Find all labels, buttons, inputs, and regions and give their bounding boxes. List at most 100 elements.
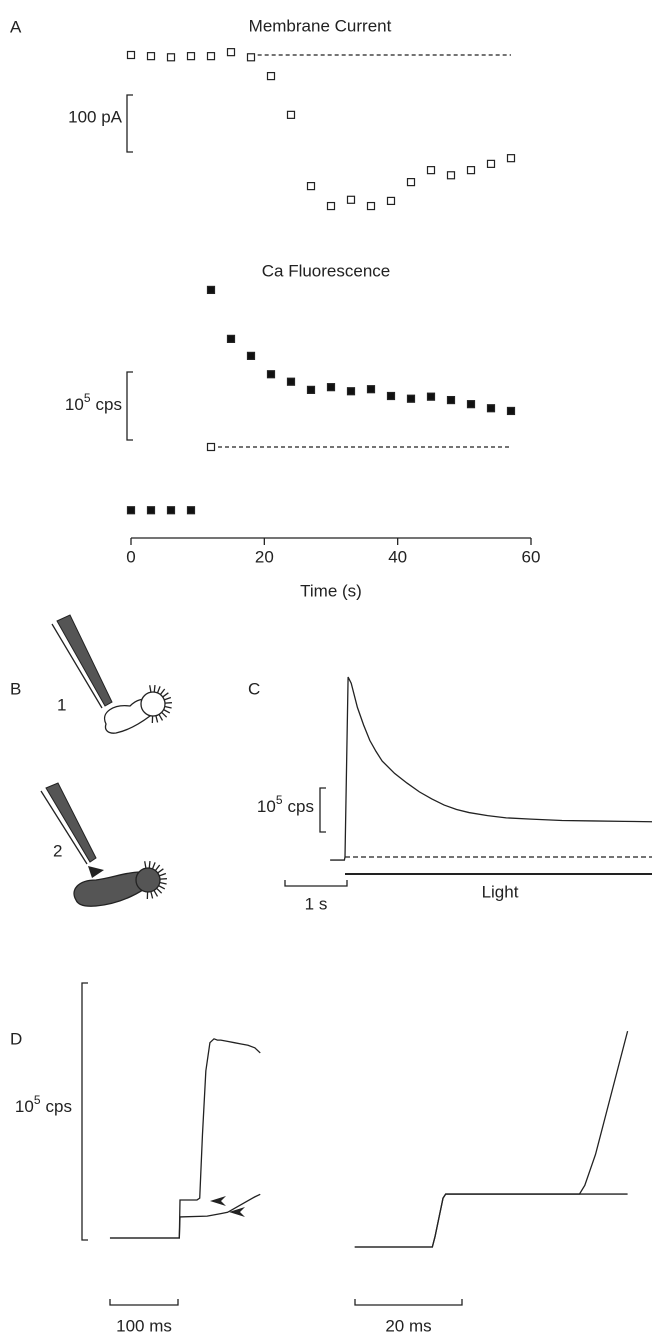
scale-bar-label-unit: cps <box>46 1097 72 1116</box>
cell-head <box>140 691 166 717</box>
scale-bar-label-exp: 5 <box>84 391 91 405</box>
data-point <box>146 506 156 515</box>
data-point <box>326 201 336 211</box>
cell-spike <box>159 872 167 877</box>
pipette-wall <box>51 623 103 709</box>
data-point <box>366 201 376 211</box>
data-point <box>466 166 476 175</box>
cell-spike <box>155 715 159 723</box>
data-point <box>326 383 336 392</box>
cell-spike <box>162 692 169 698</box>
data-point <box>466 400 476 409</box>
data-point <box>266 370 276 379</box>
scale-bar-label-unit: cps <box>288 797 314 816</box>
data-point <box>166 506 176 515</box>
cell-spike <box>159 881 167 885</box>
data-point <box>386 391 396 401</box>
arrowhead <box>210 1196 226 1206</box>
pipette <box>45 782 97 863</box>
data-point <box>426 166 436 175</box>
scale-bar-label: 100 pA <box>68 107 123 126</box>
data-point <box>446 395 456 405</box>
panel-label: C <box>248 679 260 698</box>
cell-spike <box>153 685 156 693</box>
data-point <box>346 195 356 204</box>
x-tick-label: 20 <box>255 547 274 566</box>
cell-spike <box>157 868 164 874</box>
scale-bar <box>126 371 133 441</box>
cell-spike <box>158 885 166 890</box>
cell-spike <box>149 685 152 693</box>
cell-spike <box>164 696 172 701</box>
scale-bar <box>319 787 326 833</box>
scale-bar-label-exp: 5 <box>34 1093 41 1107</box>
cell-spike <box>161 711 168 718</box>
stimulus-label: Light <box>482 882 519 901</box>
panel-b-drawing <box>40 614 166 907</box>
data-point <box>146 52 156 61</box>
data-point <box>446 171 456 180</box>
scale-bar-label-base: 10 <box>257 797 276 816</box>
data-point <box>286 110 296 119</box>
data-point <box>266 71 276 81</box>
scale-bar-label-unit: cps <box>96 395 122 414</box>
scale-bar <box>284 880 348 887</box>
data-point <box>306 182 316 191</box>
data-point <box>246 53 256 62</box>
data-point <box>286 377 296 386</box>
scale-bar <box>109 1299 179 1306</box>
series-title: Ca Fluorescence <box>262 261 391 280</box>
step-label: 1 <box>57 695 66 714</box>
trace <box>354 1193 628 1248</box>
trace <box>109 1038 261 1239</box>
cell-spike <box>156 686 161 694</box>
scale-bar <box>81 982 88 1241</box>
cell-spike <box>151 862 156 870</box>
series-title: Membrane Current <box>249 16 392 35</box>
data-point <box>406 394 416 403</box>
data-point <box>126 506 136 515</box>
data-point <box>506 406 516 416</box>
scale-bar-label: 105 cps <box>257 793 314 816</box>
panel-label: A <box>10 17 22 36</box>
cell-head <box>135 867 161 893</box>
cell-spike <box>150 891 154 899</box>
arrowhead <box>88 866 104 878</box>
scale-bar-label: 105 cps <box>65 391 122 414</box>
cell-spike <box>144 861 147 869</box>
pipette <box>56 614 113 707</box>
scale-bar-label: 100 ms <box>116 1316 172 1335</box>
cell-spike <box>159 688 166 695</box>
data-point <box>186 506 196 515</box>
data-point <box>206 285 216 295</box>
cell-spike <box>154 864 161 871</box>
data-point <box>186 52 196 61</box>
scale-bar-label: 20 ms <box>385 1316 431 1335</box>
cell-spike <box>164 705 172 709</box>
data-point <box>366 385 376 394</box>
data-point <box>486 404 496 413</box>
x-axis-label: Time (s) <box>300 581 362 600</box>
cell-spike <box>163 709 171 714</box>
trace <box>109 1193 261 1239</box>
trace <box>330 676 652 861</box>
cell-spike <box>148 861 151 869</box>
cell-spike <box>158 714 164 721</box>
data-point <box>306 385 316 394</box>
data-point <box>386 196 396 206</box>
data-point <box>206 52 216 61</box>
cell-spike <box>153 890 159 897</box>
scale-bar-label-exp: 5 <box>276 793 283 807</box>
x-tick-label: 40 <box>388 547 407 566</box>
panel-label: B <box>10 679 21 698</box>
x-tick-label: 0 <box>126 547 135 566</box>
data-point <box>246 351 256 360</box>
scale-bar <box>354 1299 463 1306</box>
scale-bar-label: 1 s <box>305 894 328 913</box>
data-point <box>426 392 436 401</box>
data-point <box>506 154 516 163</box>
step-label: 2 <box>53 841 62 860</box>
scale-bar-label-base: 10 <box>65 395 84 414</box>
scale-bar-label-base: 10 <box>15 1097 34 1116</box>
